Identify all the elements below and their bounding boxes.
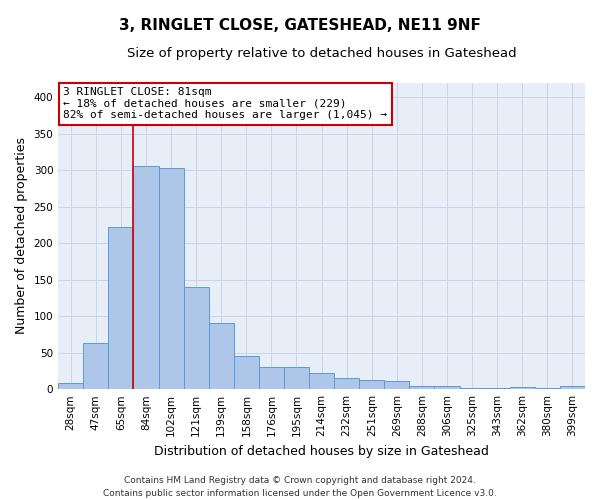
Bar — [109, 227, 133, 389]
Bar — [309, 373, 334, 389]
Bar — [535, 388, 560, 389]
X-axis label: Distribution of detached houses by size in Gateshead: Distribution of detached houses by size … — [154, 444, 489, 458]
Text: 3, RINGLET CLOSE, GATESHEAD, NE11 9NF: 3, RINGLET CLOSE, GATESHEAD, NE11 9NF — [119, 18, 481, 32]
Bar — [259, 366, 284, 389]
Bar — [409, 386, 434, 389]
Bar — [83, 343, 109, 389]
Bar — [234, 356, 259, 389]
Bar — [209, 324, 234, 389]
Text: Contains HM Land Registry data © Crown copyright and database right 2024.
Contai: Contains HM Land Registry data © Crown c… — [103, 476, 497, 498]
Text: 3 RINGLET CLOSE: 81sqm
← 18% of detached houses are smaller (229)
82% of semi-de: 3 RINGLET CLOSE: 81sqm ← 18% of detached… — [64, 87, 388, 120]
Bar — [385, 381, 409, 389]
Bar — [460, 388, 485, 389]
Bar — [434, 386, 460, 389]
Bar — [359, 380, 385, 389]
Bar — [485, 388, 510, 389]
Title: Size of property relative to detached houses in Gateshead: Size of property relative to detached ho… — [127, 48, 517, 60]
Bar — [284, 366, 309, 389]
Bar — [184, 287, 209, 389]
Bar — [560, 386, 585, 389]
Y-axis label: Number of detached properties: Number of detached properties — [15, 138, 28, 334]
Bar — [334, 378, 359, 389]
Bar — [158, 168, 184, 389]
Bar — [510, 387, 535, 389]
Bar — [133, 166, 158, 389]
Bar — [58, 384, 83, 389]
